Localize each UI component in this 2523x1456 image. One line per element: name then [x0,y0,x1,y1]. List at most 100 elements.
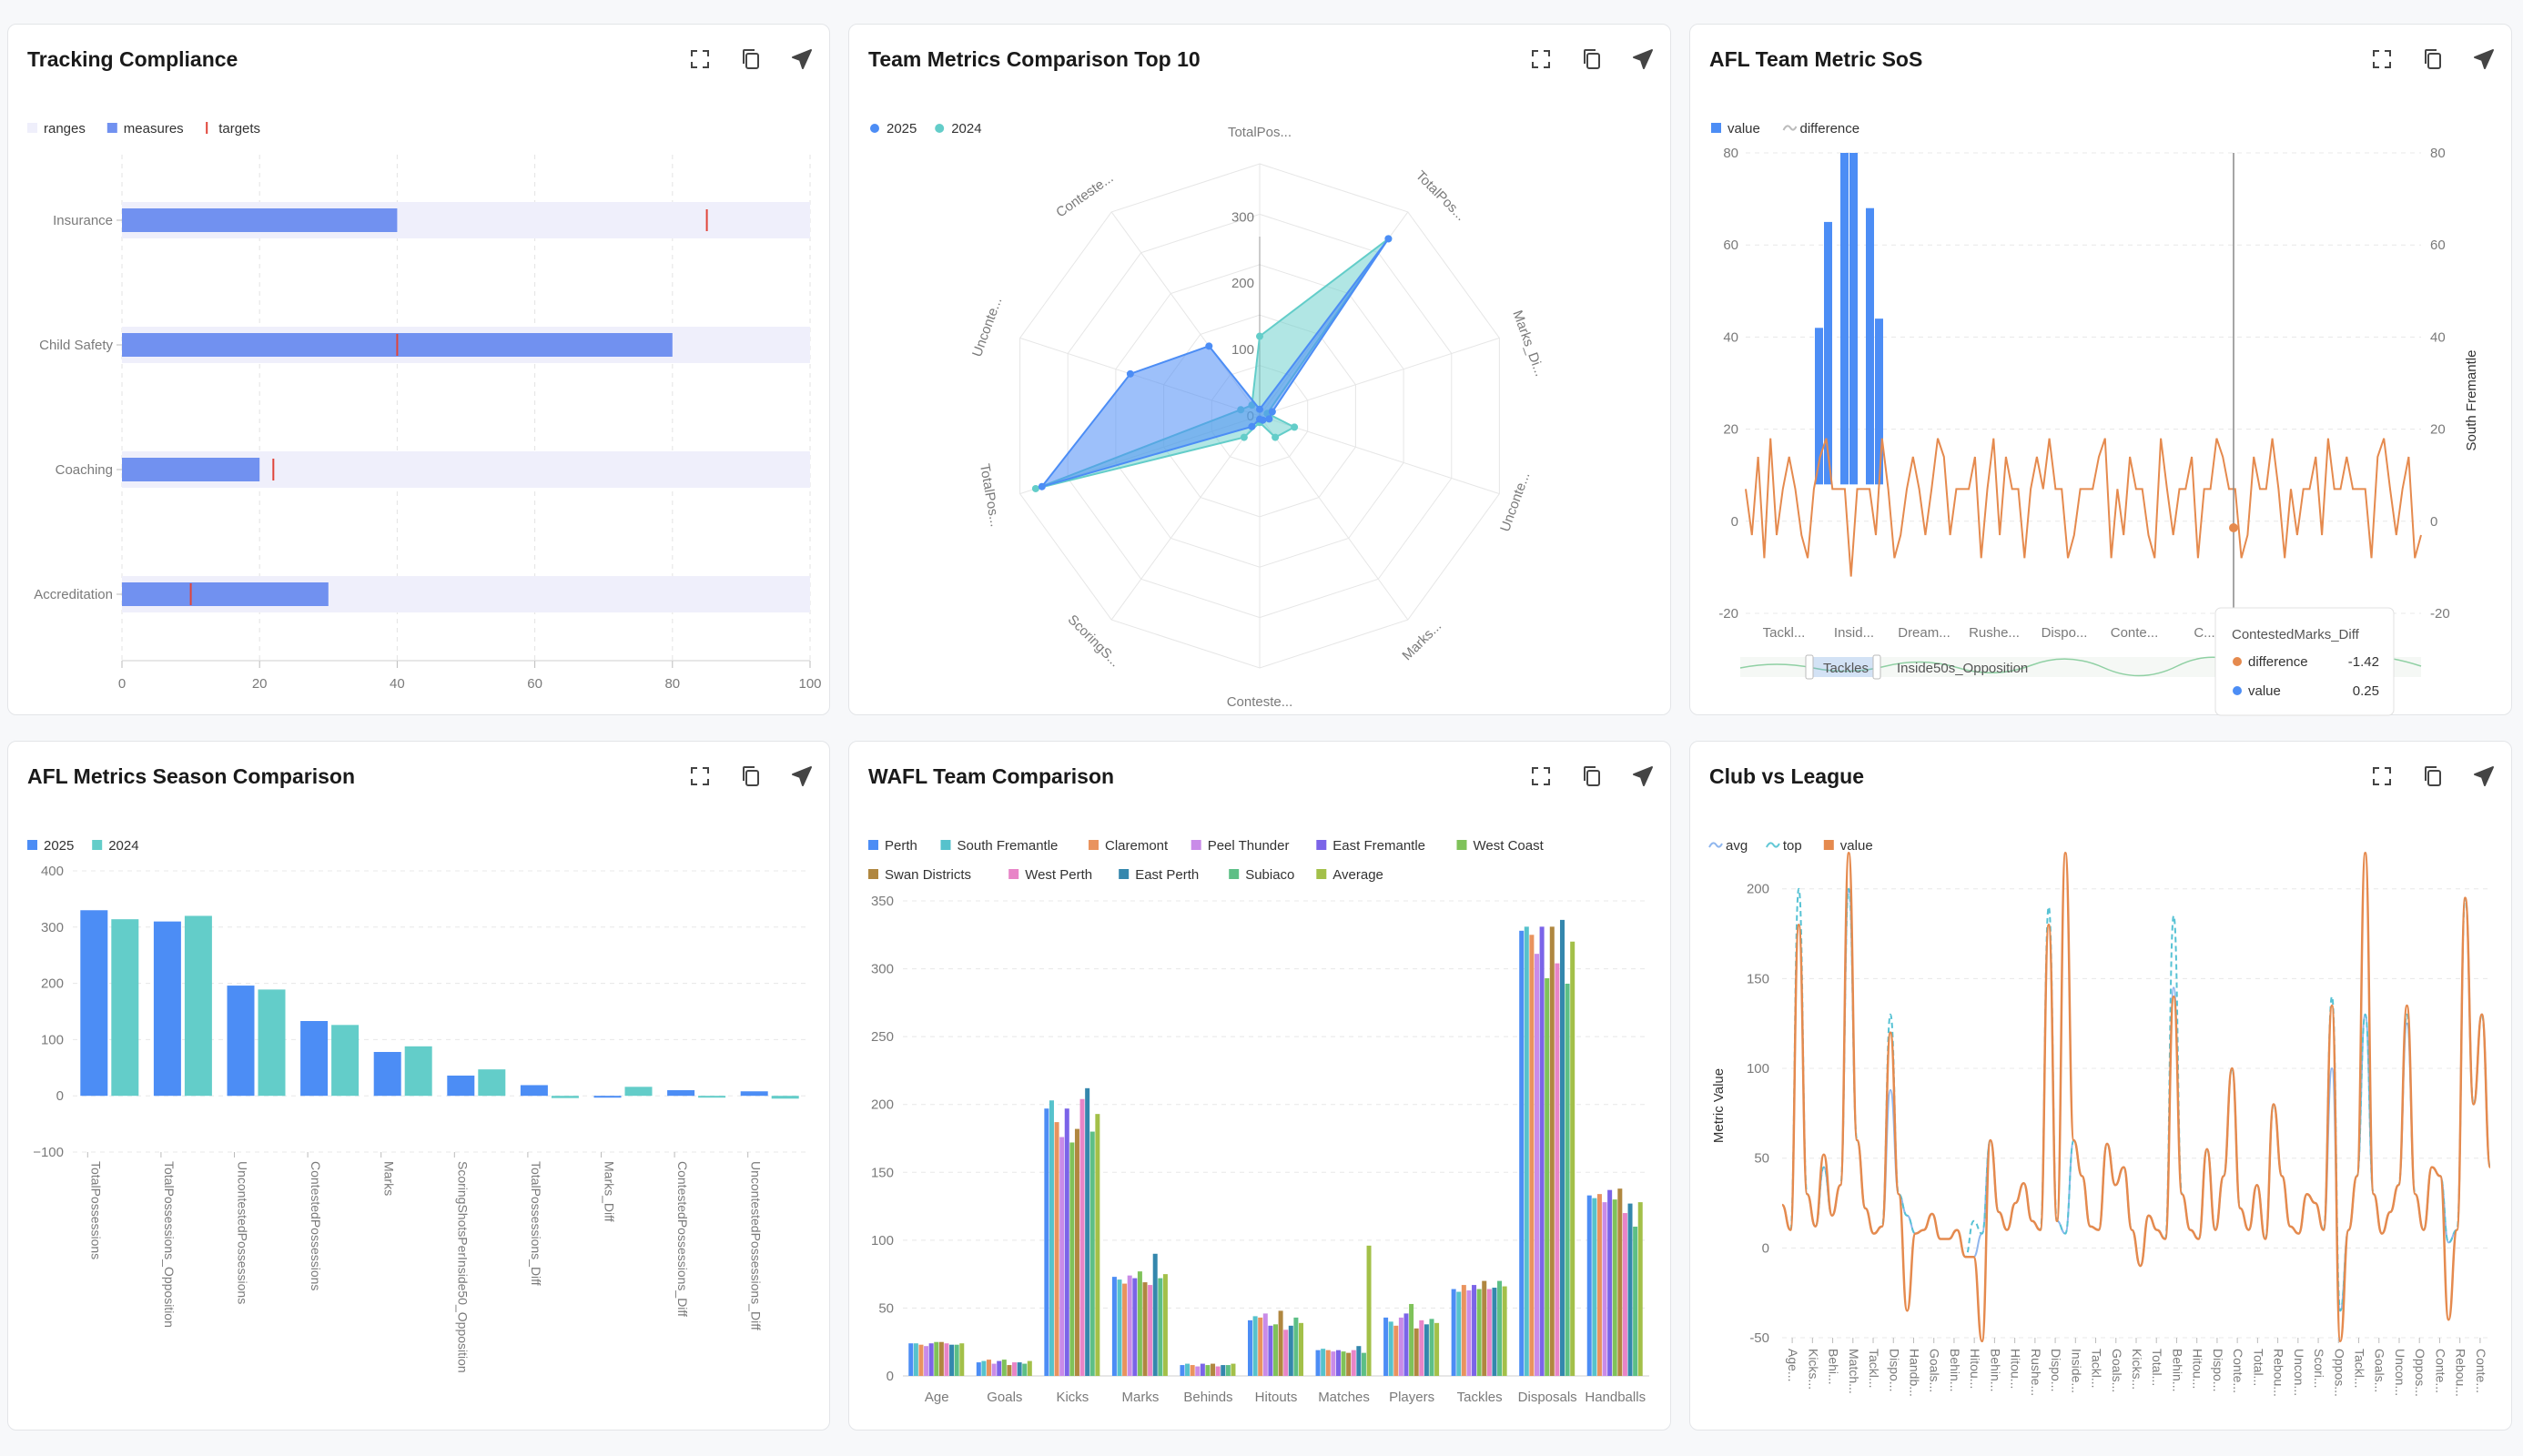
y-tick-label: 150 [1747,971,1769,986]
x-tick-label: Oppos... [2413,1349,2427,1397]
bar [1637,1202,1643,1376]
zoom-slider-handle [1872,654,1881,680]
x-tick-label: Total... [2150,1349,2164,1386]
bar [1049,1100,1054,1376]
bar [1875,318,1883,485]
bar [1633,1226,1638,1376]
expand-icon[interactable] [2366,44,2397,75]
x-category-label: UncontestedPossessions [236,1161,250,1304]
legend-label: Peel Thunder [1208,838,1290,854]
x-tick-label: 60 [527,676,542,692]
bar [1545,978,1550,1376]
radar-axis-label: Unconte... [969,295,1005,359]
copy-icon[interactable] [1576,761,1607,792]
radar-series-area [1039,238,1390,489]
bar [938,1341,944,1376]
y-tick-label: 200 [1747,882,1769,897]
bar [1570,941,1576,1376]
bullet-target [189,583,192,605]
y-tick-label: 0 [1731,514,1738,530]
bar [1064,1108,1069,1376]
bar [954,1344,959,1376]
copy-icon[interactable] [2417,761,2448,792]
legend-swatch [935,124,945,133]
y-tick-label: 50 [878,1300,894,1316]
expand-icon[interactable] [2366,761,2397,792]
x-tick-label: Dispo... [1887,1349,1901,1391]
x-tick-label: Dispo... [2042,625,2088,641]
copy-icon[interactable] [1576,44,1607,75]
bar [1127,1275,1132,1376]
x-tick-label: Dispo... [2049,1349,2063,1391]
bar [740,1091,768,1097]
radar-axis-label: Marks_Di... [1509,308,1547,379]
legend-label: Claremont [1105,838,1169,854]
bar [1074,1128,1079,1376]
bar [1497,1280,1503,1376]
send-icon[interactable] [1627,44,1658,75]
radar-spoke [1259,337,1500,417]
bar [1315,1350,1321,1376]
bar [1001,1360,1007,1376]
bar [1351,1350,1356,1376]
y-tick-label: 400 [41,864,64,879]
bar [997,1360,1002,1376]
copy-glyph [1584,49,1600,69]
legend-label: Perth [885,838,917,854]
y-tick-label: 250 [871,1029,894,1045]
radar-point [1272,433,1280,441]
radar-point [1384,235,1393,243]
y-tick-label: 200 [41,976,64,992]
bar [1215,1366,1221,1376]
bar [447,1075,475,1097]
bullet-target [705,209,708,231]
y-tick-label: 20 [1723,422,1738,438]
expand-glyph [691,50,709,68]
send-icon[interactable] [1627,761,1658,792]
radar-axis-label: TotalPos... [977,462,1003,528]
bar [551,1096,579,1098]
radar-axis-label: Unconte... [1497,470,1533,533]
x-category-label: Tackles [1457,1390,1503,1405]
expand-icon[interactable] [1525,44,1556,75]
bullet-target [272,459,275,480]
x-tick-label: Behin... [1988,1349,2002,1391]
tooltip-dot [2233,686,2242,695]
expand-glyph [691,767,709,785]
bar [1331,1351,1336,1376]
bar [593,1096,622,1098]
bar [934,1341,939,1376]
send-icon[interactable] [786,44,817,75]
bar [1185,1363,1191,1376]
send-icon[interactable] [2468,761,2499,792]
bar [913,1343,918,1376]
bar [928,1343,934,1376]
send-glyph [1633,49,1653,69]
legend-label: South Fremantle [958,838,1059,854]
bar [1158,1278,1163,1376]
x-tick-label: Inside... [2069,1349,2083,1393]
bar [924,1346,929,1376]
send-icon[interactable] [786,761,817,792]
bar [1022,1363,1028,1376]
copy-icon[interactable] [735,761,766,792]
bar [1341,1351,1346,1376]
x-category-label: ContestedPossessions [309,1161,323,1290]
send-icon[interactable] [2468,44,2499,75]
legend-swatch [1782,125,1798,131]
bar [1152,1253,1158,1376]
bar [1565,983,1570,1376]
copy-icon[interactable] [735,44,766,75]
bar [1413,1328,1419,1376]
expand-icon[interactable] [684,761,715,792]
bar [1529,935,1535,1376]
legend-label: top [1783,838,1802,854]
expand-icon[interactable] [684,44,715,75]
radar-point [1031,484,1039,492]
bar [1524,926,1529,1376]
y2-tick-label: 0 [2430,514,2437,530]
copy-glyph [743,766,759,786]
bar [404,1046,432,1097]
expand-icon[interactable] [1525,761,1556,792]
copy-icon[interactable] [2417,44,2448,75]
